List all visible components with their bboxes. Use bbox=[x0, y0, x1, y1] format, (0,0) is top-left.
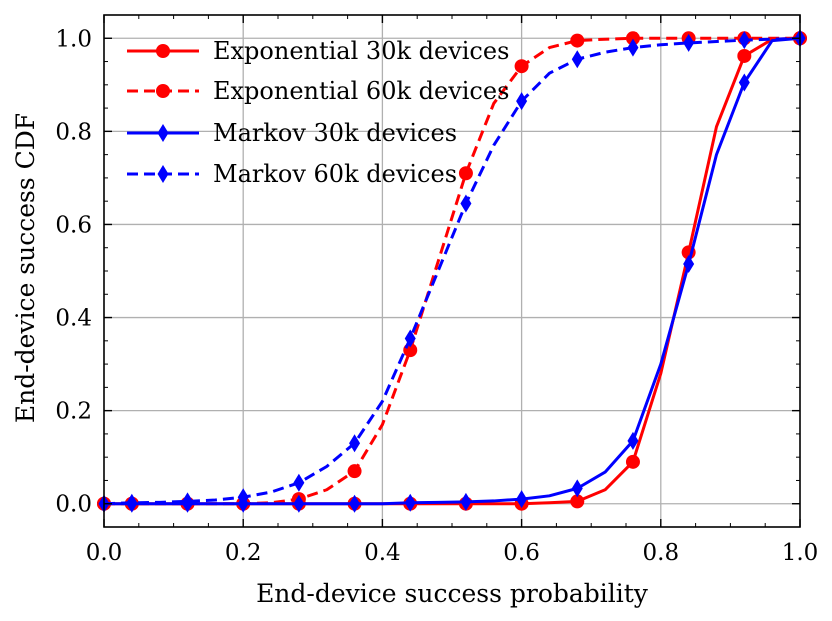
marker-diamond bbox=[349, 434, 361, 453]
marker-circle bbox=[156, 44, 170, 58]
marker-diamond bbox=[738, 73, 750, 92]
x-tick-label: 0.2 bbox=[225, 540, 262, 566]
y-tick-label: 0.6 bbox=[55, 212, 92, 238]
series-line bbox=[103, 36, 801, 506]
marker-diamond bbox=[460, 492, 472, 511]
marker-circle bbox=[347, 464, 362, 479]
series-line bbox=[104, 36, 801, 506]
marker-diamond bbox=[627, 38, 639, 57]
legend-label: Markov 30k devices bbox=[213, 119, 457, 147]
marker-diamond bbox=[293, 494, 305, 513]
marker-diamond bbox=[237, 488, 249, 507]
marker-diamond bbox=[738, 31, 750, 50]
x-tick-labels: 0.0 0.2 0.4 0.6 0.8 1.0 bbox=[86, 540, 819, 566]
marker-circle bbox=[156, 84, 170, 98]
marker-circle bbox=[570, 494, 585, 509]
marker-circle bbox=[514, 59, 529, 74]
marker-circle bbox=[737, 48, 752, 63]
marker-diamond bbox=[404, 329, 416, 348]
x-tick-label: 0.0 bbox=[86, 540, 123, 566]
marker-diamond bbox=[182, 492, 194, 511]
y-axis-title: End-device success CDF bbox=[11, 113, 40, 423]
marker-diamond bbox=[157, 124, 169, 142]
marker-diamond bbox=[516, 92, 528, 111]
marker-circle bbox=[625, 31, 640, 46]
marker-diamond bbox=[157, 165, 169, 183]
y-tick-label: 1.0 bbox=[55, 26, 92, 52]
axis-ticks bbox=[103, 14, 801, 528]
legend-label: Markov 60k devices bbox=[213, 160, 457, 188]
legend-label: Exponential 30k devices bbox=[213, 37, 509, 65]
marker-circle bbox=[570, 33, 585, 48]
legend-label: Exponential 60k devices bbox=[213, 77, 509, 105]
x-axis-title: End-device success probability bbox=[256, 579, 649, 608]
y-tick-label: 0.0 bbox=[55, 492, 92, 518]
y-tick-label: 0.4 bbox=[55, 306, 92, 332]
marker-diamond bbox=[571, 479, 583, 498]
x-tick-label: 0.4 bbox=[364, 540, 401, 566]
legend: Exponential 30k devices Exponential 60k … bbox=[127, 37, 509, 188]
marker-diamond bbox=[683, 255, 695, 274]
legend-symbol bbox=[127, 84, 199, 98]
y-tick-labels: 0.0 0.2 0.4 0.6 0.8 1.0 bbox=[55, 26, 92, 517]
marker-circle bbox=[458, 166, 473, 181]
x-tick-label: 0.6 bbox=[503, 540, 540, 566]
legend-symbol bbox=[127, 124, 199, 142]
series-line bbox=[104, 36, 800, 506]
marker-diamond bbox=[683, 33, 695, 52]
y-tick-label: 0.8 bbox=[55, 119, 92, 145]
marker-diamond bbox=[627, 431, 639, 450]
marker-diamond bbox=[126, 493, 138, 512]
series-layer bbox=[97, 29, 807, 513]
marker-diamond bbox=[293, 473, 305, 492]
marker-diamond bbox=[460, 194, 472, 213]
marker-diamond bbox=[516, 490, 528, 509]
marker-diamond bbox=[571, 50, 583, 69]
legend-symbol bbox=[127, 44, 199, 58]
legend-symbol bbox=[127, 165, 199, 183]
marker-diamond bbox=[404, 493, 416, 512]
marker-diamond bbox=[349, 494, 361, 513]
series-line bbox=[104, 36, 801, 506]
marker-circle bbox=[625, 454, 640, 469]
x-tick-label: 0.8 bbox=[643, 540, 680, 566]
x-tick-label: 1.0 bbox=[782, 540, 819, 566]
y-tick-label: 0.2 bbox=[55, 399, 92, 425]
series-markov-60k-devices bbox=[98, 29, 806, 513]
